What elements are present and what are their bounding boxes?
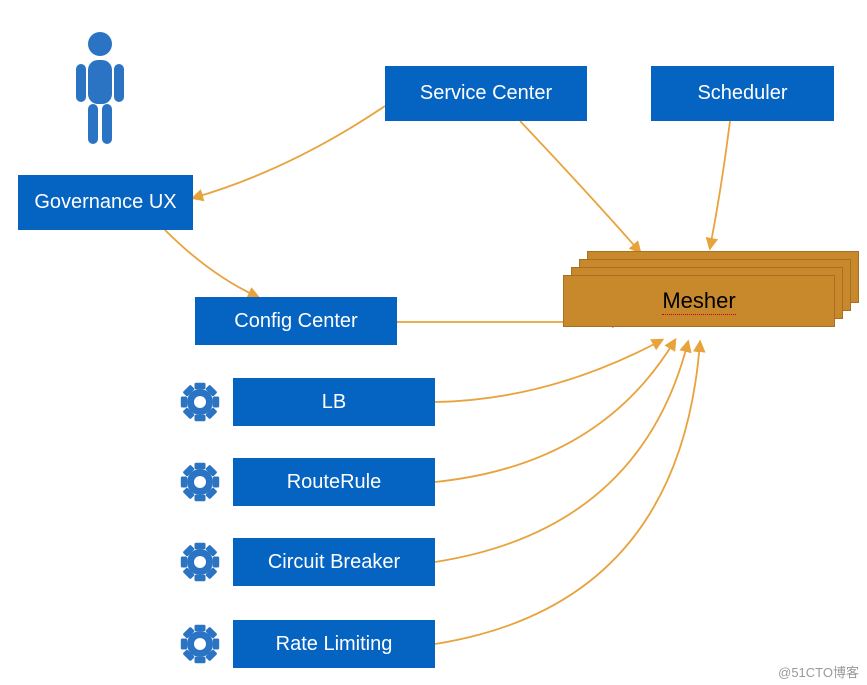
- watermark: @51CTO博客: [778, 662, 859, 681]
- rate-limiting-box: Rate Limiting: [233, 620, 435, 668]
- gear-icon: [180, 542, 220, 587]
- governance-ux-box: Governance UX: [18, 175, 193, 230]
- config-center-box: Config Center: [195, 297, 397, 345]
- person-icon: [70, 30, 130, 155]
- circuit-breaker-box: Circuit Breaker: [233, 538, 435, 586]
- lb-box: LB: [233, 378, 435, 426]
- gear-icon: [180, 382, 220, 427]
- gear-icon: [180, 462, 220, 507]
- scheduler-box: Scheduler: [651, 66, 834, 121]
- service-center-box: Service Center: [385, 66, 587, 121]
- gear-icon: [180, 624, 220, 669]
- routerule-box: RouteRule: [233, 458, 435, 506]
- mesher-box: Mesher: [563, 275, 835, 327]
